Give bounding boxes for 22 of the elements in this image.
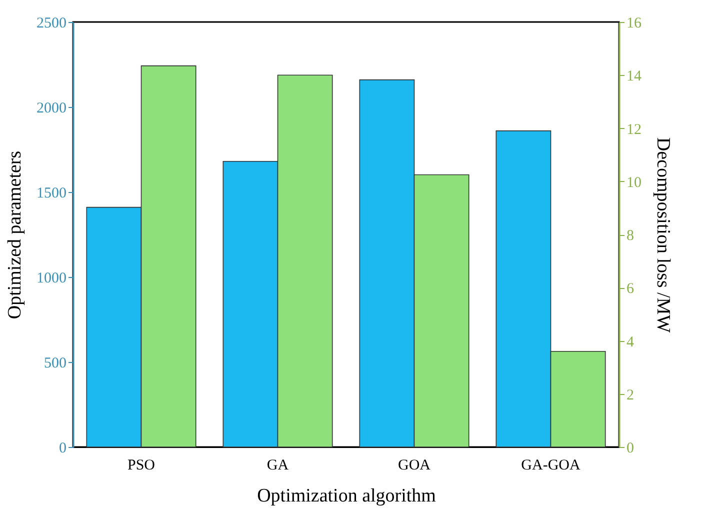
y2-tick-label: 0 <box>626 440 634 456</box>
x-axis-title: Optimization algorithm <box>257 486 436 506</box>
y-tick-label: 500 <box>44 356 66 372</box>
y2-tick-label: 16 <box>626 16 642 32</box>
y2-tick-label: 14 <box>626 68 642 85</box>
x-tick-label: GA <box>266 458 289 474</box>
y-tick-label: 2500 <box>36 16 66 32</box>
x-tick-label: GA-GOA <box>521 458 580 474</box>
y2-tick-label: 8 <box>626 228 634 244</box>
x-tick-label: PSO <box>127 458 156 474</box>
x-tick-label: GOA <box>398 458 431 474</box>
y-axis-title: Optimized parameters <box>4 150 26 320</box>
y2-tick-label: 2 <box>626 387 634 404</box>
y2-axis-title: Decomposition loss /MW <box>652 137 674 333</box>
y2-tick-label: 10 <box>626 174 642 191</box>
y-tick-label: 2000 <box>36 100 66 116</box>
y2-tick-label: 4 <box>626 334 634 350</box>
y2-tick-label: 12 <box>626 122 642 138</box>
y-tick-label: 0 <box>59 440 66 456</box>
y2-tick-label: 6 <box>626 281 634 298</box>
y-tick-label: 1000 <box>36 270 66 286</box>
y-tick-label: 1500 <box>36 186 66 202</box>
